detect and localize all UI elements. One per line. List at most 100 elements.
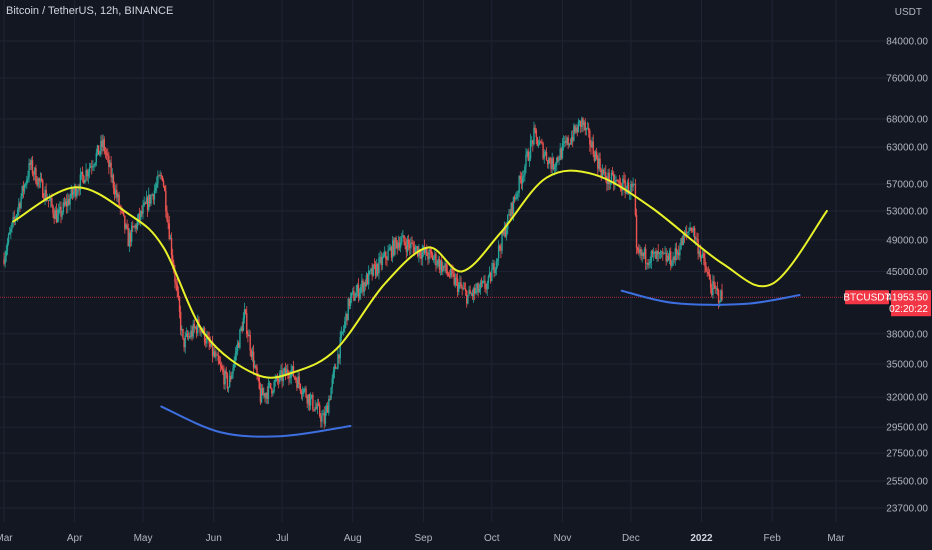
candle-body [218,360,221,364]
candle-body [84,180,86,184]
y-tick-label: 76000.00 [886,73,928,84]
candle-body [461,287,463,289]
candle-body [363,282,365,293]
candle-body [484,280,486,289]
candle-body [551,158,553,170]
candle-body [87,172,90,177]
candle-body [716,288,719,291]
candle-body [338,354,340,359]
candle-body [58,209,60,215]
candle-body [101,140,103,148]
candle-body [647,262,649,265]
x-tick-label: Aug [344,533,362,544]
candle-body [617,180,620,182]
candle-body [32,173,35,175]
candle-body [164,186,166,191]
candle-body [432,258,435,260]
candle-body [420,255,422,259]
candle-body [211,342,214,356]
candle-body [403,235,405,242]
candle-body [246,313,248,335]
candle-body [510,202,512,217]
candle-body [397,242,400,249]
candle-body [709,279,712,288]
candle-body [448,275,451,277]
candle-body [446,271,449,274]
candle-body [371,268,373,276]
candle-body [43,197,45,200]
candle-body [40,178,43,181]
candle-body [250,350,253,358]
candle-body [323,413,325,424]
price-axis-background[interactable] [893,0,932,550]
candle-body [23,184,26,192]
candle-body [394,237,396,255]
candle-body [266,392,268,399]
candle-body [24,184,27,186]
candle-body [44,189,46,200]
candle-body [14,218,17,220]
candle-body [249,334,251,351]
candle-body [39,178,42,182]
candle-body [402,235,404,238]
candle-body [154,187,157,191]
candle-body [260,387,263,403]
candle-body [494,270,496,274]
candle-body [15,215,18,219]
candle-body [79,174,82,191]
candle-body [156,183,158,188]
candle-body [191,330,193,337]
candle-body [544,152,547,155]
symbol-tag-label: BTCUSDT [843,293,890,304]
candle-body [31,160,34,174]
candle-body [34,167,36,175]
candle-body [135,224,137,229]
candle-body [613,174,615,185]
candle-body [442,265,444,272]
candle-body [227,386,230,389]
candle-body [393,240,395,255]
candle-body [224,370,226,385]
candle-body [234,353,237,361]
candle-body [638,250,640,253]
candle-body [45,189,47,201]
candle-body [543,154,545,159]
candle-body [219,363,222,366]
y-tick-label: 68000.00 [886,114,928,125]
x-tick-label: 2022 [690,533,713,544]
candle-body [112,175,115,189]
candle-body [306,396,308,404]
candle-body [640,249,642,256]
candle-body [634,184,637,216]
candle-body [220,365,223,369]
candle-body [67,199,69,207]
candle-body [360,287,362,293]
candle-body [607,172,609,184]
candle-body [373,264,376,266]
candle-body [148,194,150,210]
candle-body [110,162,112,178]
candle-body [189,336,191,338]
candle-body [62,202,64,213]
candle-body [479,282,482,289]
candle-body [137,213,140,221]
candle-body [289,377,291,379]
candle-body [672,257,674,266]
candle-body [701,253,704,257]
candle-body [665,252,667,262]
candle-body [232,367,234,374]
candle-body [122,211,125,216]
candle-body [301,393,304,395]
y-tick-label: 45000.00 [886,267,928,278]
candle-body [94,162,96,166]
candle-body [501,231,503,251]
candle-body [366,274,369,285]
candle-body [68,199,70,205]
candle-body [248,334,250,337]
price-axis-ticks: 84000.00 76000.00 68000.00 63000.00 57000.00… [886,37,928,515]
x-tick-label: Jul [276,533,289,544]
candle-body [168,223,170,240]
candle-body [434,253,436,259]
candle-body [537,144,540,146]
